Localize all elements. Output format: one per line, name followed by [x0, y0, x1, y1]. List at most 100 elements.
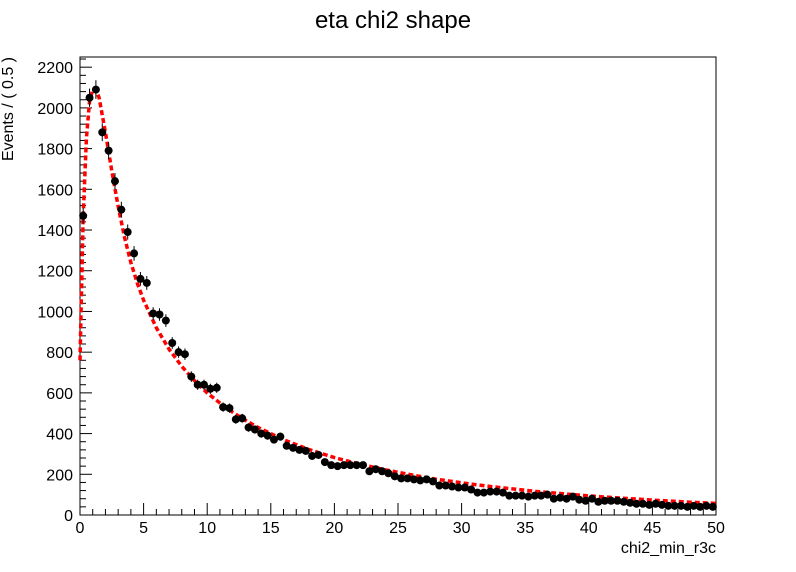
marker: [225, 404, 234, 413]
marker: [677, 501, 686, 510]
marker: [594, 497, 603, 506]
data-point: [492, 487, 501, 496]
marker: [683, 502, 692, 511]
data-point: [231, 414, 240, 424]
x-tick-label: 35: [516, 520, 534, 537]
data-point: [619, 497, 628, 506]
marker: [168, 338, 177, 347]
data-point: [435, 481, 444, 490]
marker: [619, 497, 628, 506]
x-tick-label: 20: [326, 520, 344, 537]
x-tick-label: 40: [580, 520, 598, 537]
data-point: [689, 501, 698, 510]
marker: [702, 501, 711, 510]
y-tick-label: 1200: [37, 264, 73, 281]
y-tick-label: 1400: [37, 223, 73, 240]
data-point: [403, 474, 412, 483]
data-point: [467, 485, 476, 494]
data-point: [683, 502, 692, 511]
marker: [371, 465, 380, 474]
data-point: [638, 499, 647, 508]
marker: [269, 435, 278, 444]
x-tick-label: 0: [76, 520, 85, 537]
marker: [524, 492, 533, 501]
data-point: [543, 490, 552, 499]
data-point: [486, 487, 495, 496]
data-point: [130, 246, 139, 261]
y-tick-label: 1800: [37, 142, 73, 159]
y-axis-ticks: 0 200 400 600 800 1000 1200 1400 1600 1800 2000 220…: [37, 58, 92, 525]
marker: [295, 445, 304, 454]
marker: [346, 461, 355, 470]
marker: [575, 495, 584, 504]
data-point: [587, 494, 596, 503]
marker: [670, 501, 679, 510]
data-point: [98, 123, 107, 142]
marker: [460, 483, 469, 492]
marker: [448, 482, 457, 491]
data-point: [708, 502, 717, 511]
data-point: [448, 482, 457, 491]
marker: [85, 93, 94, 102]
data-point: [180, 348, 189, 360]
data-point: [339, 461, 348, 470]
marker: [511, 491, 520, 500]
marker: [244, 423, 253, 432]
marker: [339, 461, 348, 470]
y-tick-label: 800: [46, 345, 73, 362]
data-point: [238, 413, 247, 423]
marker: [473, 488, 482, 497]
data-point: [422, 475, 431, 484]
marker: [91, 85, 100, 94]
marker: [454, 483, 463, 492]
data-point: [460, 483, 469, 492]
marker: [435, 481, 444, 490]
data-point: [524, 492, 533, 501]
x-tick-label: 5: [139, 520, 148, 537]
data-point: [320, 458, 329, 467]
data-point: [149, 307, 158, 320]
marker: [187, 372, 196, 381]
marker: [263, 431, 272, 440]
marker: [638, 499, 647, 508]
data-point: [168, 337, 177, 349]
data-point: [479, 488, 488, 497]
data-point: [594, 497, 603, 506]
marker: [708, 502, 717, 511]
marker: [581, 496, 590, 505]
marker: [104, 146, 113, 155]
data-point: [384, 469, 393, 478]
marker: [537, 491, 546, 500]
marker: [79, 211, 88, 220]
marker: [696, 502, 705, 511]
data-point: [206, 383, 215, 394]
data-point: [568, 492, 577, 501]
data-point: [212, 382, 221, 393]
marker: [632, 499, 641, 508]
marker: [142, 278, 151, 287]
marker: [352, 461, 361, 470]
data-point: [664, 501, 673, 510]
marker: [130, 249, 139, 258]
marker: [467, 485, 476, 494]
data-point: [250, 425, 259, 434]
y-tick-label: 600: [46, 386, 73, 403]
data-point: [371, 465, 380, 474]
marker: [149, 309, 158, 318]
marker: [568, 492, 577, 501]
data-point: [416, 476, 425, 485]
marker: [486, 487, 495, 496]
data-point: [498, 488, 507, 497]
marker: [365, 467, 374, 476]
x-axis-ticks: 0 5 10 15 20 25 30 35 40 45 50: [76, 503, 725, 537]
marker: [308, 451, 317, 460]
marker: [174, 348, 183, 357]
marker: [384, 469, 393, 478]
marker: [479, 488, 488, 497]
data-point: [549, 494, 558, 503]
marker: [123, 228, 132, 237]
y-tick-label: 400: [46, 427, 73, 444]
marker: [505, 491, 514, 500]
data-point: [244, 423, 253, 432]
